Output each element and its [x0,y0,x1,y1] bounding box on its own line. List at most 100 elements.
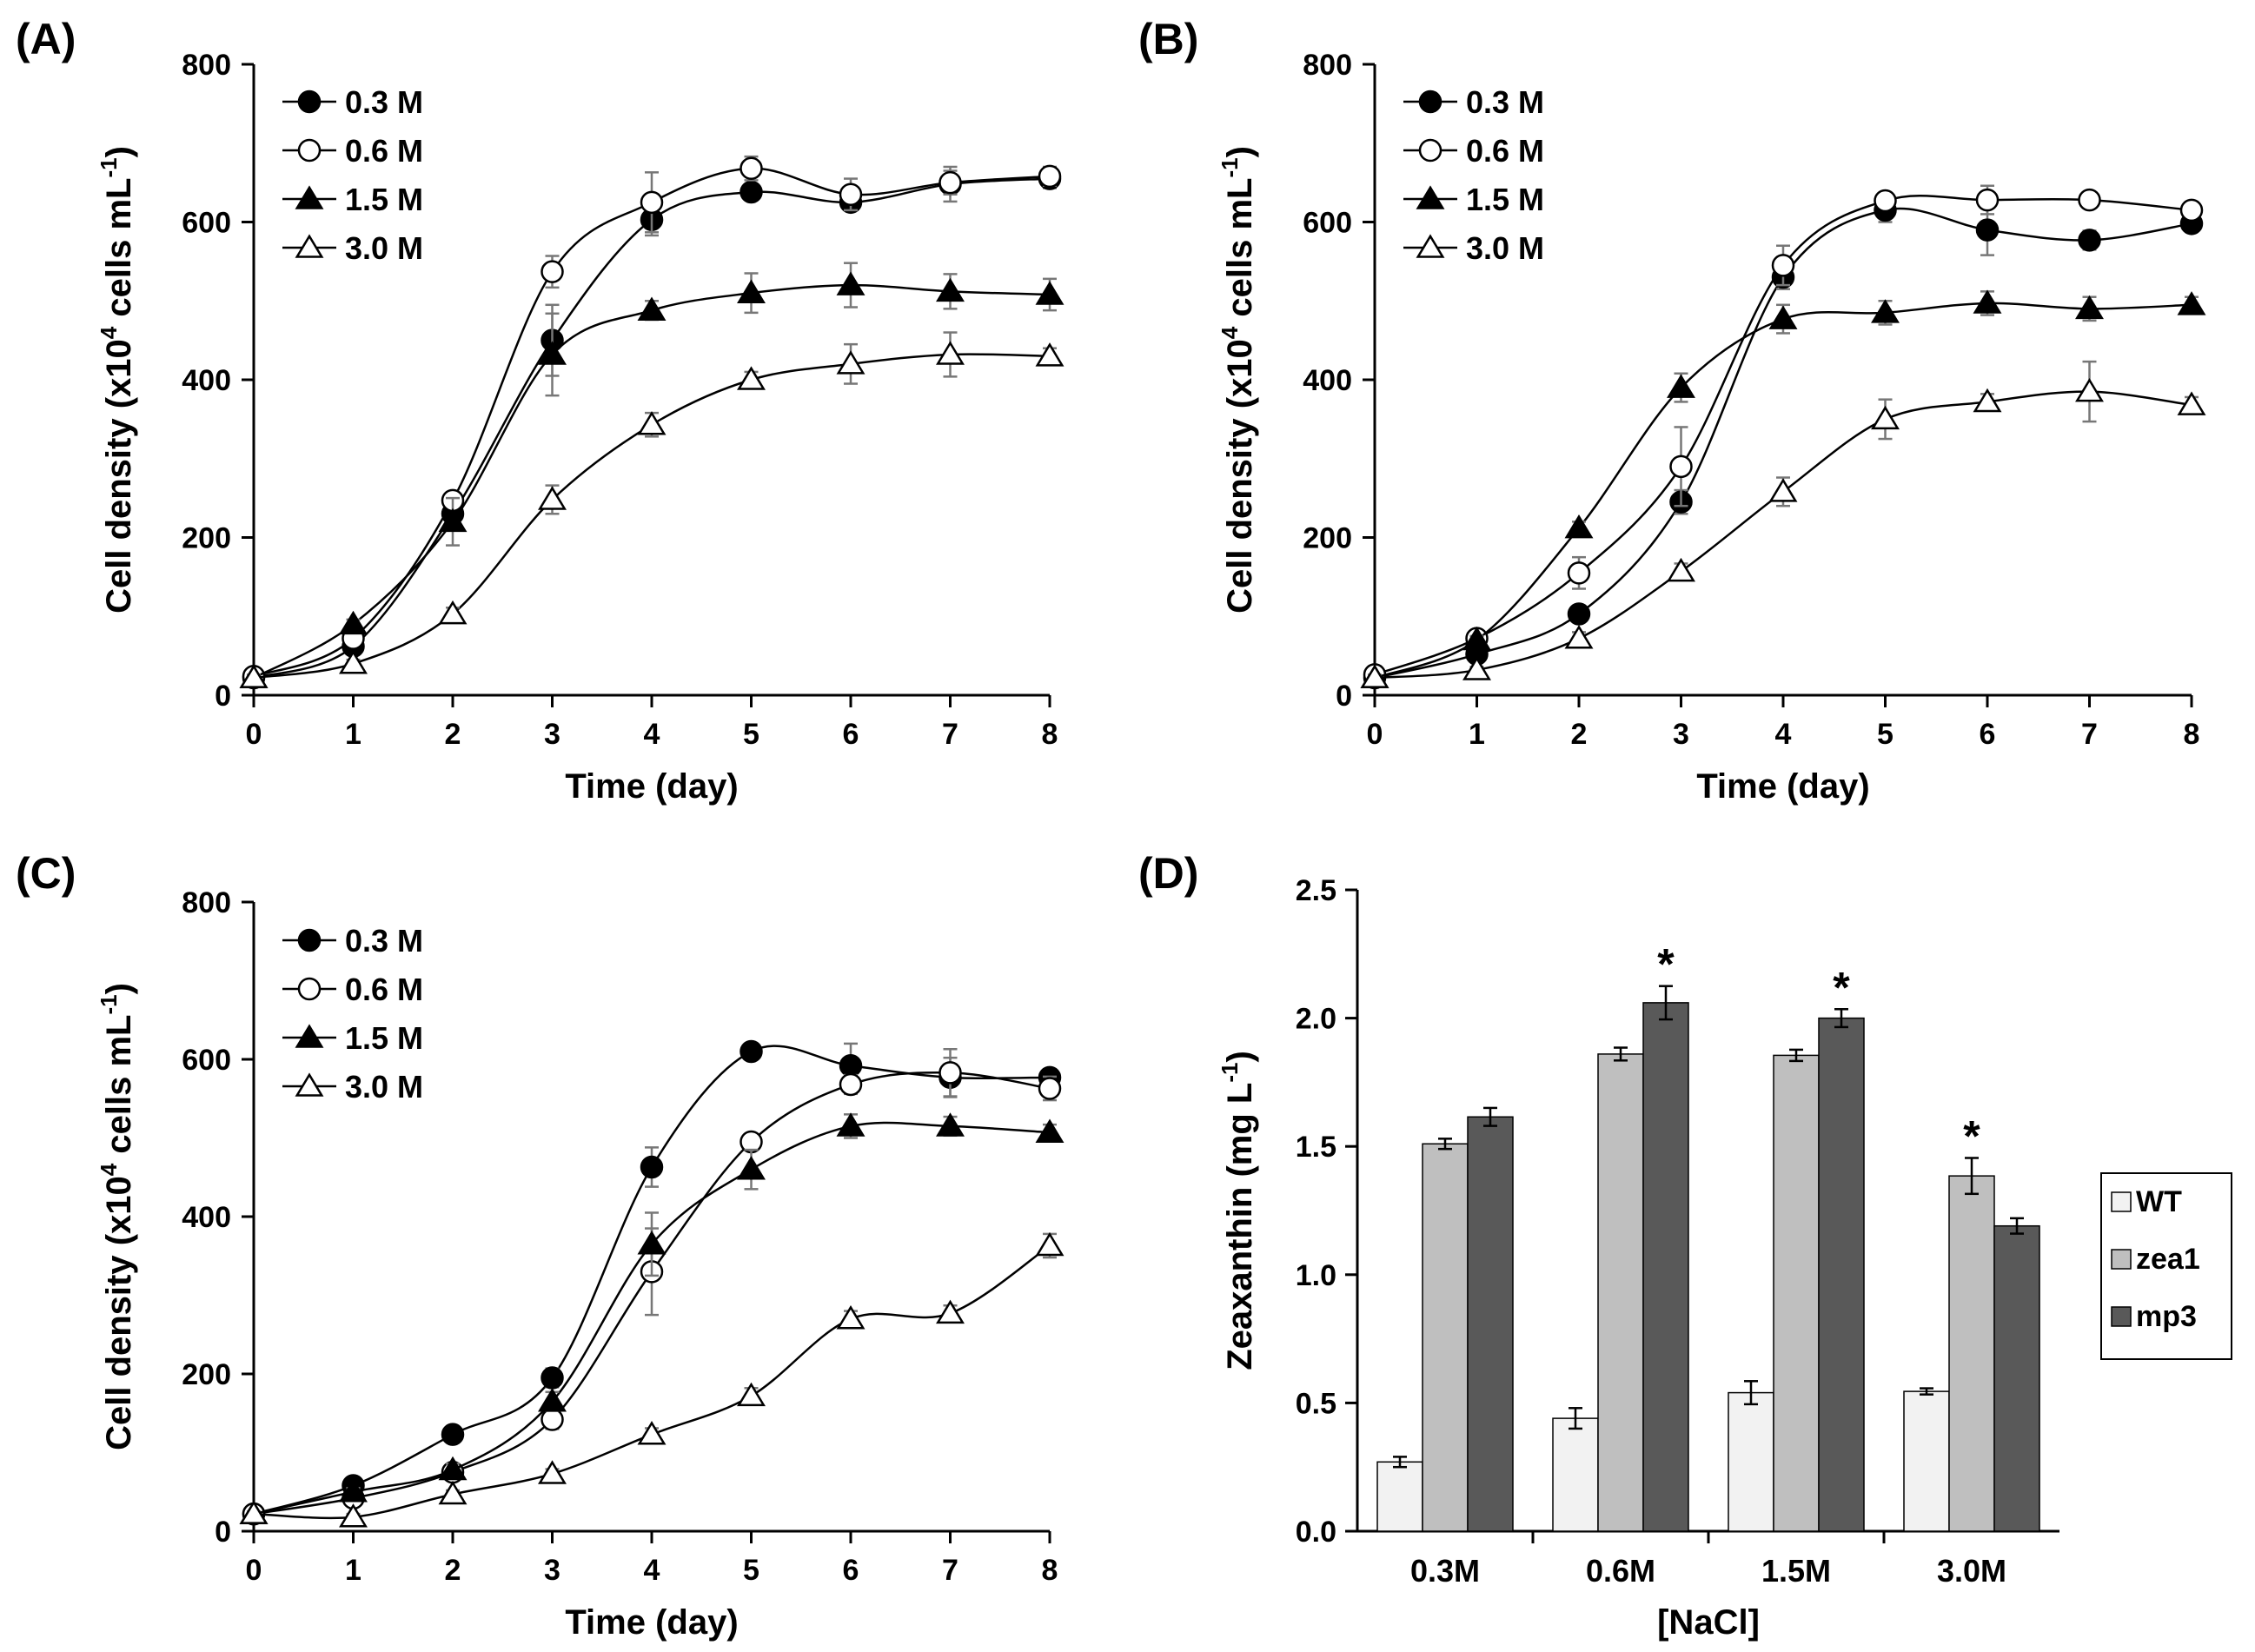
data-point [1567,602,1591,626]
data-point [637,296,667,321]
data-point [1771,254,1795,277]
significance-asterisk: * [1833,963,1850,1012]
data-point [438,1480,468,1505]
x-tick-label: 5 [1877,718,1894,751]
panel-a: (A) 0 200 400 600 800 0 1 2 3 4 5 6 7 8 Time (day) Cell … [16,15,1064,806]
data-point [2177,291,2206,315]
data-point [239,1500,269,1524]
x-tick-label: 1 [1469,718,1485,751]
legend-label: 0.3 M [345,84,423,120]
legend-label: 0.3 M [345,923,423,959]
y-axis-title-superscript: 4 [96,326,122,339]
series-zea1 [1422,1046,1995,1532]
legend-label: mp3 [2136,1300,2197,1333]
data-point [836,1112,866,1137]
series-line [1374,207,2192,680]
y-axis-title-superscript: -1 [96,157,122,177]
y-tick-label: 600 [182,1044,231,1077]
data-point [1871,299,1900,323]
significance-asterisk: * [1963,1111,1980,1160]
y-tick-label: 0.5 [1296,1387,1336,1420]
data-point [1038,164,1062,189]
y-tick-label: 200 [182,522,231,555]
legend-label: WT [2136,1185,2182,1218]
x-tick-label: 0 [1367,718,1383,751]
data-point [438,1456,468,1481]
series-line [253,177,1051,680]
panel-b: (B) 0 200 400 600 800 0 1 2 3 4 5 6 7 8 Time (day) Cell … [1138,15,2206,806]
data-point [438,508,468,533]
data-point [740,1039,763,1064]
panel-label: (B) [1138,15,1198,63]
x-axis-title: [NaCl] [1657,1603,1760,1642]
x-tick-label: 8 [2184,718,2200,751]
bar [1903,1390,1950,1532]
significance-asterisk: * [1657,940,1675,989]
x-axis-title: Time (day) [565,1603,738,1642]
x-tick-label: 8 [1042,1554,1058,1587]
legend-marker [297,928,322,952]
x-tick-label: 1 [345,1554,361,1587]
data-point [1462,656,1491,680]
y-tick-label: 400 [1303,364,1352,397]
bar [1818,1017,1865,1532]
data-point [1035,1231,1064,1257]
y-tick-label: 0 [215,1516,231,1549]
y-axis-title-part: Cell density (x10 [1221,339,1259,614]
data-point [737,366,766,390]
y-axis-title-part: Cell density (x10 [100,1176,138,1450]
y-tick-label: 600 [182,207,231,240]
x-tick-label: 0 [246,718,262,751]
legend-marker [1416,234,1445,258]
x-tick-label: 3.0M [1937,1553,2006,1589]
data-point [737,1382,766,1407]
y-tick-label: 200 [1303,522,1352,555]
x-tick-label: 2 [445,718,461,751]
data-point [339,1478,368,1503]
legend: 0.3 M 0.6 M 1.5 M 3.0 M [1403,84,1544,266]
series-line [1374,194,2192,676]
y-axis-title: Cell density (x104 cells mL-1) [96,146,138,614]
legend-marker [1418,138,1443,163]
bar [1948,1175,1995,1532]
data-point [836,271,866,295]
legend-label: 0.6 M [1466,133,1544,169]
y-axis-title-part: Zeaxanthin (mg L [1221,1083,1259,1370]
x-tick-label: 7 [942,718,958,751]
legend-label: 3.0 M [345,1069,423,1105]
series-wt [1376,1380,1950,1532]
x-tick-label: 0.3M [1410,1553,1480,1589]
panel-label: (C) [16,849,76,898]
data-point [1035,342,1064,367]
legend-marker [1416,185,1445,209]
x-tick-label: 4 [1775,718,1792,751]
data-point [737,279,766,303]
y-axis-title: Cell density (x104 cells mL-1) [1217,146,1259,614]
data-point [2075,295,2104,320]
legend-label: 0.3 M [1466,84,1544,120]
series-line [253,1244,1051,1520]
x-tick-label: 6 [1980,718,1996,751]
y-tick-label: 0 [215,680,231,713]
data-point [339,650,368,674]
data-point [1975,188,2000,212]
data-point [1669,454,1693,479]
y-tick-label: 0 [1336,680,1352,713]
data-point [1360,664,1389,688]
series-30m [239,331,1064,688]
data-point [836,350,866,375]
x-tick-label: 7 [2081,718,2098,751]
data-point [740,156,763,181]
legend-label: 3.0 M [1466,230,1544,266]
data-point [541,1366,564,1390]
y-axis-title-part: ) [100,983,138,994]
data-point [936,341,965,365]
bar [1993,1224,2040,1532]
y-axis-title-part: cells mL [100,178,138,327]
y-axis-title-part: cells mL [1221,178,1259,327]
x-tick-label: 6 [843,718,859,751]
x-tick-label: 7 [942,1554,958,1587]
data-point [438,600,468,625]
data-point [836,1305,866,1330]
